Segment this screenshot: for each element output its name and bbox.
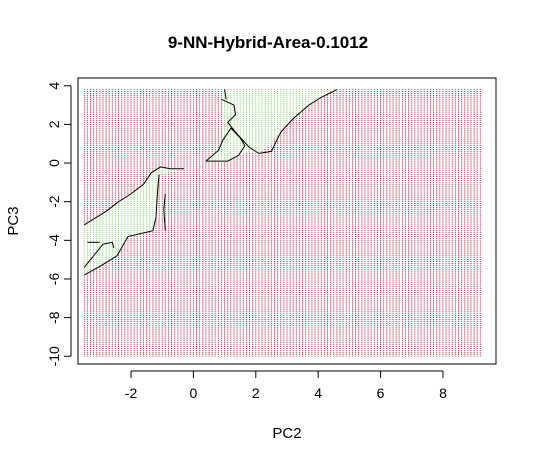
boundary-line [83,174,160,276]
x-tick-label: 0 [190,385,198,401]
boundary-line [163,193,166,231]
boundary-line [224,89,227,100]
y-tick-label: -10 [46,346,62,366]
y-tick-label: -6 [46,273,62,286]
y-axis-title: PC3 [5,206,22,235]
decision-boundaries [83,89,338,276]
boundary-line [221,89,338,154]
boundary-line [83,241,115,268]
x-axis: -2 0 2 4 6 8 [125,370,447,401]
plot-frame [77,77,497,365]
x-tick-label: 6 [377,385,385,401]
y-tick-label: 4 [46,82,62,90]
y-tick-label: -2 [46,195,62,208]
y-tick-label: -4 [46,234,62,247]
y-tick-label: -8 [46,311,62,324]
chart-title: 9-NN-Hybrid-Area-0.1012 [168,33,368,52]
y-tick-label: 2 [46,120,62,128]
x-axis-title: PC2 [272,425,301,442]
y-axis: 4 2 0 -2 -4 -6 -8 -10 [46,82,72,366]
x-tick-label: -2 [125,385,138,401]
grid-points [83,89,481,357]
x-tick-label: 4 [314,385,322,401]
y-tick-label: 0 [46,159,62,167]
x-tick-label: 2 [252,385,260,401]
x-tick-label: 8 [439,385,447,401]
boundary-line [83,166,185,226]
